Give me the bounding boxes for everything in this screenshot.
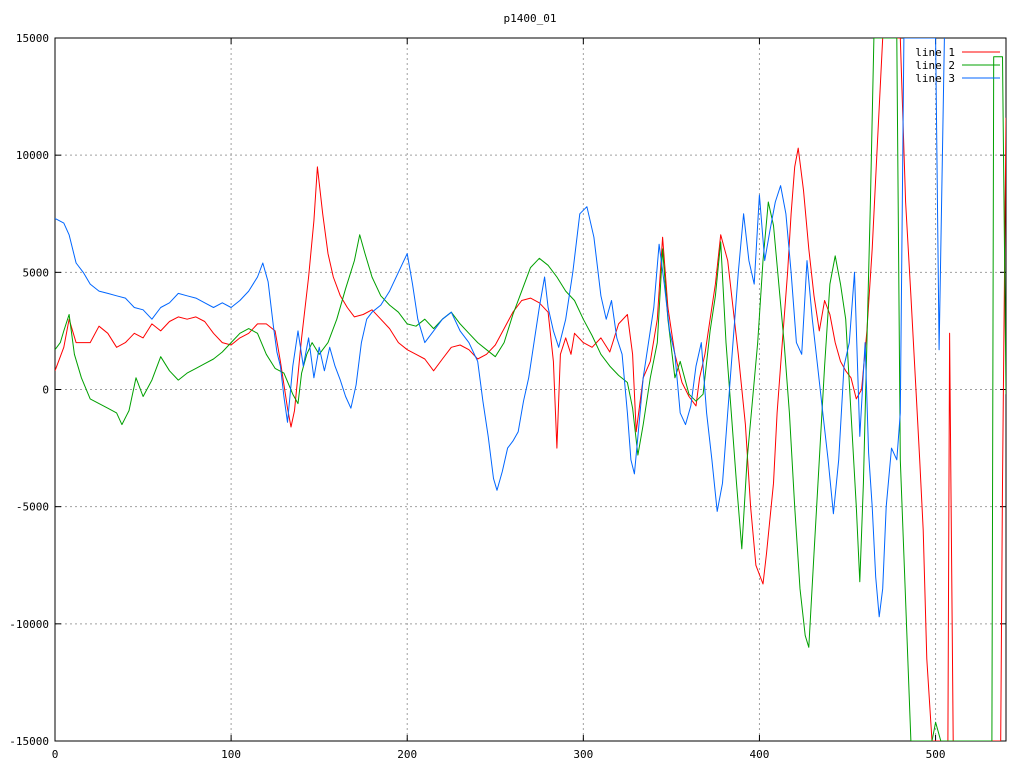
legend-label-2: line 2 (915, 59, 955, 72)
series-line-3 (55, 38, 945, 618)
x-tick-label: 500 (926, 748, 946, 761)
series-group (55, 38, 1006, 741)
legend-label-3: line 3 (915, 72, 955, 85)
y-tick-label: -5000 (16, 501, 49, 514)
axis-ticks: -15000 -10000 -5000 0 5000 10000 15000 0 100 200 3… (9, 32, 1006, 761)
series-line-2 (55, 38, 1006, 741)
grid-lines (55, 38, 1006, 741)
x-tick-label: 100 (221, 748, 241, 761)
y-tick-label: 5000 (23, 266, 50, 279)
y-tick-label: -15000 (9, 735, 49, 748)
x-tick-label: 0 (52, 748, 59, 761)
x-tick-label: 400 (750, 748, 770, 761)
y-tick-label: -10000 (9, 618, 49, 631)
y-tick-label: 15000 (16, 32, 49, 45)
x-tick-label: 200 (397, 748, 417, 761)
chart-title: p1400_01 (504, 12, 557, 25)
x-tick-label: 300 (573, 748, 593, 761)
legend-label-1: line 1 (915, 46, 955, 59)
y-tick-label: 0 (42, 384, 49, 397)
y-tick-label: 10000 (16, 149, 49, 162)
